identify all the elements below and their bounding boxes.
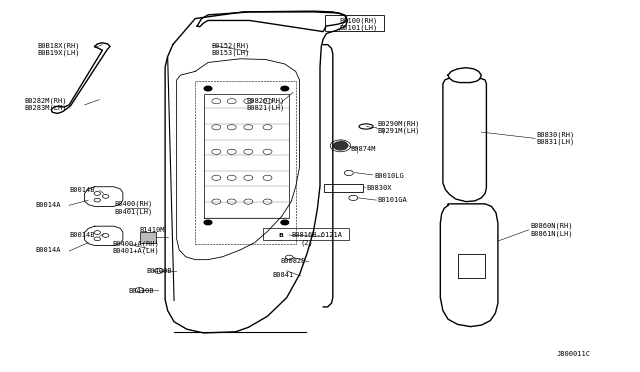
- Circle shape: [281, 86, 289, 91]
- Text: B0401(LH): B0401(LH): [114, 208, 152, 215]
- FancyBboxPatch shape: [140, 232, 156, 243]
- Text: B0400+A(RH): B0400+A(RH): [112, 240, 159, 247]
- Text: J800011C: J800011C: [557, 351, 591, 357]
- Text: B0821(LH): B0821(LH): [246, 105, 285, 111]
- Text: B0014A: B0014A: [35, 247, 61, 253]
- Text: B0282M(RH): B0282M(RH): [24, 97, 67, 104]
- Text: B0101GA: B0101GA: [378, 197, 407, 203]
- Text: B0B19X(LH): B0B19X(LH): [37, 49, 79, 56]
- Text: B0010LG: B0010LG: [374, 173, 404, 179]
- Text: B0820(RH): B0820(RH): [246, 97, 285, 104]
- Text: B0082D: B0082D: [280, 258, 306, 264]
- Circle shape: [204, 220, 212, 225]
- Text: B0401+A(LH): B0401+A(LH): [112, 248, 159, 254]
- Text: B0841: B0841: [272, 272, 293, 278]
- Text: B0830X: B0830X: [366, 185, 392, 191]
- Text: B0400(RH): B0400(RH): [114, 201, 152, 207]
- Text: B0874M: B0874M: [351, 146, 376, 152]
- Circle shape: [333, 142, 348, 150]
- Text: B0816B-6121A: B0816B-6121A: [291, 232, 342, 238]
- FancyBboxPatch shape: [324, 184, 363, 192]
- Text: B0014B: B0014B: [69, 187, 95, 193]
- Text: (2): (2): [301, 239, 314, 246]
- Text: B1410M: B1410M: [140, 227, 165, 233]
- Text: B0283M(LH): B0283M(LH): [24, 105, 67, 111]
- Text: B0014B: B0014B: [69, 232, 95, 238]
- Text: B0101(LH): B0101(LH): [339, 25, 378, 31]
- Text: B0152(RH): B0152(RH): [211, 42, 250, 49]
- Text: B0830(RH): B0830(RH): [536, 131, 575, 138]
- Text: B0291M(LH): B0291M(LH): [378, 128, 420, 134]
- Text: B0861N(LH): B0861N(LH): [530, 230, 572, 237]
- Circle shape: [281, 220, 289, 225]
- Text: B0400B: B0400B: [146, 268, 172, 274]
- Text: B: B: [278, 232, 283, 238]
- Text: B0860N(RH): B0860N(RH): [530, 223, 572, 230]
- Text: B0831(LH): B0831(LH): [536, 139, 575, 145]
- Circle shape: [204, 86, 212, 91]
- Text: B0153(LH): B0153(LH): [211, 49, 250, 56]
- FancyBboxPatch shape: [263, 228, 349, 240]
- Text: B0410B: B0410B: [128, 288, 154, 294]
- Text: B0B18X(RH): B0B18X(RH): [37, 42, 79, 49]
- Text: B0100(RH): B0100(RH): [339, 17, 378, 24]
- FancyBboxPatch shape: [325, 15, 384, 31]
- Text: B0014A: B0014A: [35, 202, 61, 208]
- Text: B0290M(RH): B0290M(RH): [378, 120, 420, 127]
